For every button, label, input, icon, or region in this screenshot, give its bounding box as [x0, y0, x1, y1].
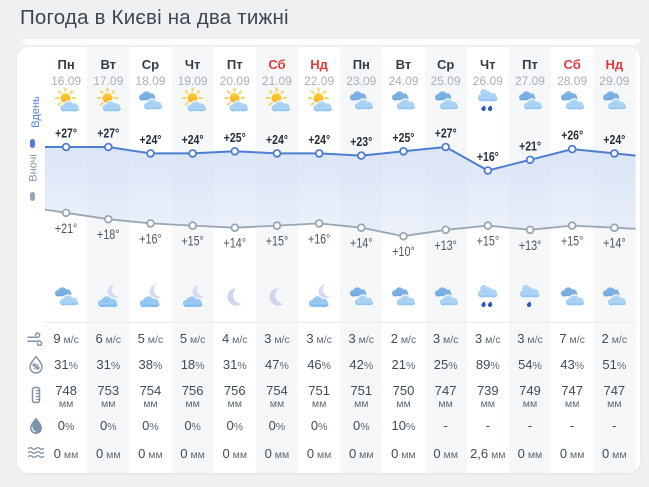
svg-text:+25°: +25° [393, 130, 415, 145]
svg-text:+13°: +13° [434, 238, 457, 253]
svg-text:+25°: +25° [224, 130, 246, 145]
svg-text:+24°: +24° [266, 132, 288, 147]
svg-text:+24°: +24° [140, 132, 162, 147]
svg-text:+15°: +15° [266, 234, 289, 249]
svg-text:+24°: +24° [308, 132, 330, 147]
svg-text:+18°: +18° [97, 227, 120, 242]
svg-text:+27°: +27° [55, 126, 77, 141]
svg-text:+21°: +21° [519, 138, 541, 153]
svg-text:+15°: +15° [181, 234, 204, 249]
svg-text:+14°: +14° [603, 236, 626, 251]
svg-text:+15°: +15° [561, 234, 584, 249]
svg-text:+10°: +10° [392, 244, 415, 259]
svg-text:+16°: +16° [477, 149, 499, 164]
svg-text:+14°: +14° [350, 236, 373, 251]
svg-text:+16°: +16° [139, 231, 162, 246]
svg-text:+13°: +13° [519, 238, 542, 253]
svg-text:+27°: +27° [435, 126, 457, 141]
svg-text:+21°: +21° [55, 221, 78, 236]
svg-text:+24°: +24° [182, 132, 204, 147]
svg-text:+15°: +15° [477, 234, 500, 249]
svg-text:+14°: +14° [224, 236, 247, 251]
svg-text:+23°: +23° [350, 134, 372, 149]
svg-text:+26°: +26° [561, 128, 583, 143]
svg-text:+16°: +16° [308, 231, 331, 246]
svg-text:+27°: +27° [97, 126, 119, 141]
svg-text:+24°: +24° [603, 132, 625, 147]
